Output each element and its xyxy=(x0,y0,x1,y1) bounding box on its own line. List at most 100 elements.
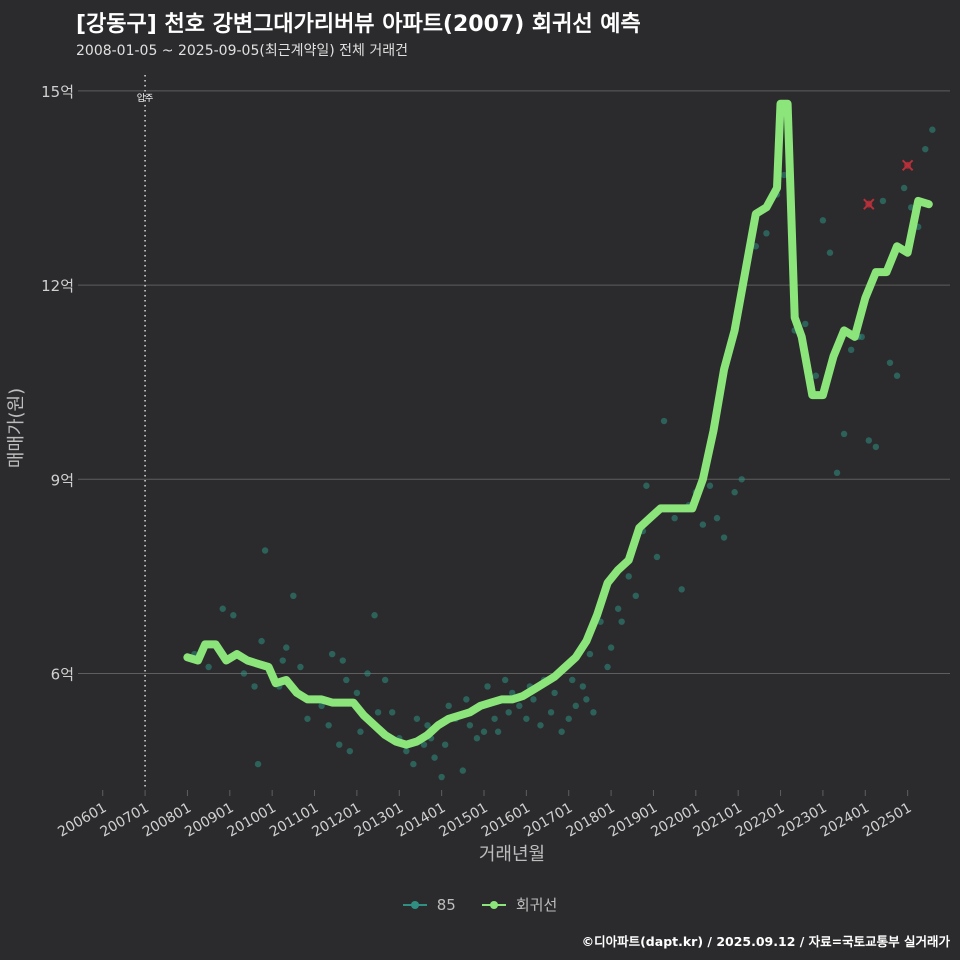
legend-key-regression xyxy=(481,898,506,912)
scatter-point xyxy=(230,612,237,619)
scatter-point xyxy=(473,735,481,742)
x-axis-label: 거래년월 xyxy=(479,844,545,865)
scatter-point xyxy=(706,482,714,489)
scatter-point xyxy=(819,217,827,224)
scatter-point xyxy=(523,715,530,722)
scatter-point xyxy=(872,443,880,451)
scatter-point xyxy=(441,741,449,748)
scatter-point xyxy=(438,773,445,781)
scatter-point xyxy=(614,605,622,612)
outlier-cross xyxy=(863,198,875,210)
scatter-point xyxy=(424,722,431,729)
scatter-point xyxy=(858,333,865,341)
scatter-point xyxy=(413,715,421,722)
scatter-point xyxy=(254,760,262,768)
scatter-point xyxy=(494,728,502,735)
scatter-point xyxy=(886,359,894,366)
scatter-point xyxy=(318,702,325,710)
scatter-point xyxy=(583,696,590,703)
scatter-point xyxy=(431,754,438,761)
scatter-point xyxy=(590,709,597,716)
outlier-cross xyxy=(901,159,914,172)
scatter-point xyxy=(328,650,336,658)
scatter-point xyxy=(251,683,258,690)
scatter-point xyxy=(607,644,615,651)
scatter-point xyxy=(403,747,410,755)
scatter-point xyxy=(279,657,286,664)
scatter-point xyxy=(738,476,745,483)
scatter-point xyxy=(420,741,428,748)
scatter-point xyxy=(297,663,304,671)
scatter-point xyxy=(643,482,650,489)
scatter-point xyxy=(893,372,901,379)
scatter-point xyxy=(699,521,707,528)
legend: 85 회귀선 xyxy=(0,894,960,915)
scatter-point xyxy=(579,683,587,690)
scatter-point xyxy=(505,709,512,716)
scatter-point xyxy=(847,346,855,354)
scatter-point xyxy=(501,676,509,684)
source-caption: ©디아파트(dapt.kr) / 2025.09.12 / 자료=국토교통부 실… xyxy=(581,934,950,949)
scatter-point xyxy=(812,372,820,379)
scatter-point xyxy=(826,249,834,256)
scatter-point xyxy=(290,592,297,600)
scatter-point xyxy=(865,437,873,444)
scatter-point xyxy=(509,689,516,697)
scatter-point xyxy=(558,728,565,735)
regression-line xyxy=(183,99,933,749)
outlier-markers xyxy=(863,159,914,210)
legend-item-regression[interactable]: 회귀선 xyxy=(481,894,558,915)
move-in-label: 입주 xyxy=(137,92,154,104)
scatter-point xyxy=(484,683,491,690)
y-tick-label: 15억 xyxy=(41,83,74,101)
scatter-point xyxy=(900,184,908,192)
scatter-point xyxy=(731,489,738,496)
regression-layer xyxy=(183,99,933,749)
scatter-point xyxy=(713,514,721,522)
scatter-point xyxy=(364,670,371,677)
y-tick-label: 9억 xyxy=(51,471,74,489)
scatter-point xyxy=(720,534,728,541)
scatter-point xyxy=(258,637,265,645)
scatter-point xyxy=(205,663,212,671)
x-tick-labels: 2006012007012008012009012010012011012012… xyxy=(55,790,914,840)
legend-label-85: 85 xyxy=(436,895,456,914)
scatter-point xyxy=(466,722,474,729)
scatter-point xyxy=(357,728,364,735)
legend-item-85[interactable]: 85 xyxy=(402,894,456,915)
legend-key-scatter xyxy=(402,898,427,912)
scatter-point xyxy=(346,747,354,755)
scatter-point xyxy=(283,644,290,651)
scatter-point xyxy=(802,320,809,328)
scatter-point xyxy=(879,197,887,205)
scatter-point xyxy=(371,612,378,619)
chart-subtitle: 2008-01-05 ~ 2025-09-05(최근계약일) 전체 거래건 xyxy=(76,43,408,59)
scatter-point xyxy=(261,547,269,554)
scatter-point xyxy=(569,676,576,684)
scatter-point xyxy=(653,553,661,561)
scatter-point xyxy=(336,741,343,748)
scatter-point xyxy=(632,592,639,600)
scatter-point xyxy=(671,514,678,522)
scatter-point xyxy=(410,760,417,768)
chart-canvas: 6억 9억 12억 15억 20060120070120080120090120100… xyxy=(6,75,950,865)
scatter-point xyxy=(480,728,488,735)
scatter-point xyxy=(516,702,523,710)
scatter-point xyxy=(586,650,594,658)
scatter-point xyxy=(780,171,788,179)
chart-title: [강동구] 천호 강변그대가리버뷰 아파트(2007) 회귀선 예측 xyxy=(76,12,641,37)
scatter-point xyxy=(343,676,350,684)
scatter-point xyxy=(445,702,452,710)
legend-label-regression: 회귀선 xyxy=(515,896,558,914)
grid-lines xyxy=(78,90,950,674)
scatter-point xyxy=(833,469,841,477)
scatter-point xyxy=(339,657,346,664)
scatter-point xyxy=(547,709,555,716)
scatter-point xyxy=(353,689,361,697)
scatter-point xyxy=(572,702,579,710)
scatter-point xyxy=(389,709,396,716)
scatter-point xyxy=(604,663,611,671)
scatter-point xyxy=(381,676,389,684)
scatter-point xyxy=(491,715,498,722)
scatter-point xyxy=(551,689,558,697)
